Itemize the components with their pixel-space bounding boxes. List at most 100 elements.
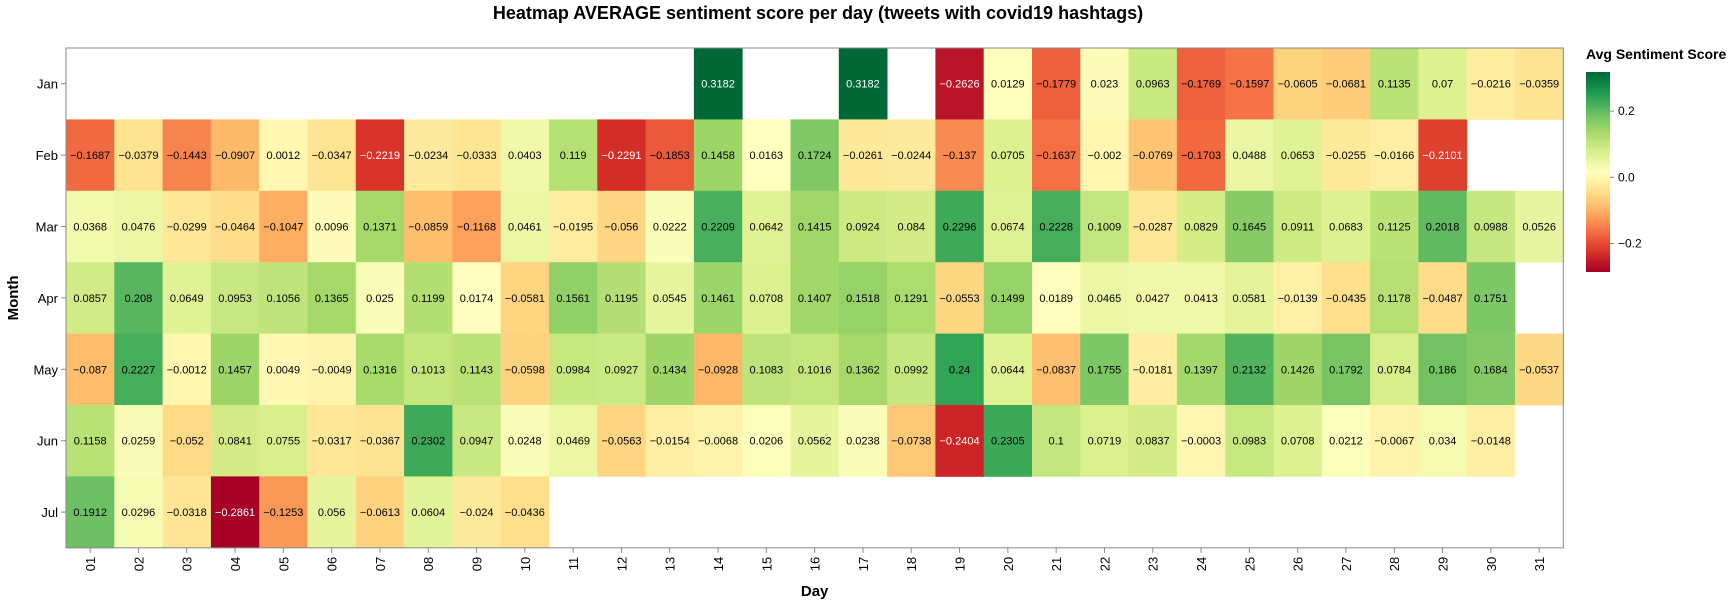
heatmap-cell <box>887 262 936 334</box>
heatmap-cell-label: 0.0857 <box>73 293 107 305</box>
heatmap-cell <box>500 119 550 192</box>
x-tick-label: 28 <box>1387 557 1402 571</box>
heatmap-cell <box>1176 262 1226 334</box>
heatmap-cell-label: −0.0598 <box>505 364 545 376</box>
heatmap-cell <box>259 476 308 549</box>
heatmap-cell-label: −0.0907 <box>215 150 255 162</box>
heatmap-cell-label: −0.024 <box>460 507 494 519</box>
heatmap-cell-label: 0.0049 <box>267 364 301 376</box>
heatmap-cell <box>983 119 1033 192</box>
heatmap-cell-label: −0.0067 <box>1374 436 1414 448</box>
heatmap-cell-label: −0.0317 <box>312 436 352 448</box>
heatmap-cell <box>983 405 1033 477</box>
x-tick-label: 30 <box>1484 557 1499 571</box>
x-tick-label: 19 <box>953 557 968 571</box>
heatmap-cell-label: −0.0487 <box>1423 293 1463 305</box>
heatmap-cell <box>1080 333 1129 406</box>
heatmap-cell-label: 0.1316 <box>363 364 397 376</box>
heatmap-cell <box>1418 405 1468 477</box>
heatmap-cell-label: 0.0562 <box>798 436 832 448</box>
x-tick-label: 14 <box>711 557 726 571</box>
heatmap-cell-label: 0.0461 <box>508 222 542 234</box>
heatmap-cell-label: 0.0189 <box>1039 293 1073 305</box>
heatmap-cell-label: −0.0244 <box>891 150 931 162</box>
heatmap-cell-label: −0.052 <box>170 436 204 448</box>
heatmap-cell-label: 0.1684 <box>1474 364 1508 376</box>
heatmap-cell <box>1418 119 1468 192</box>
heatmap-cell <box>500 262 550 334</box>
heatmap-cell-label: −0.0068 <box>698 436 738 448</box>
legend-tick-label: 0.2 <box>1618 104 1635 118</box>
heatmap-cell <box>1176 48 1226 120</box>
heatmap-cell <box>500 333 550 406</box>
heatmap-cell <box>1128 48 1178 120</box>
heatmap-cell <box>114 333 163 406</box>
heatmap-cell <box>1225 48 1274 120</box>
heatmap-cell-label: 0.1158 <box>74 436 107 448</box>
heatmap-cell <box>983 48 1033 120</box>
heatmap-cell <box>838 405 888 477</box>
heatmap-cell-label: 0.2305 <box>991 436 1025 448</box>
heatmap-cell-label: 0.1397 <box>1184 364 1218 376</box>
heatmap-cell <box>838 48 888 120</box>
heatmap-cell <box>66 333 115 406</box>
heatmap-cell <box>404 333 453 406</box>
heatmap-cell <box>838 262 888 334</box>
heatmap-cell <box>114 190 163 263</box>
legend-color-bar <box>1586 72 1610 272</box>
heatmap-cell-label: −0.0464 <box>215 222 255 234</box>
heatmap-cell <box>887 119 936 192</box>
heatmap-cell <box>1466 48 1516 120</box>
heatmap-cell <box>1466 333 1516 406</box>
heatmap-cell-label: 0.0924 <box>846 222 880 234</box>
heatmap-cell <box>549 119 598 192</box>
heatmap-cell <box>597 333 646 406</box>
heatmap-cell-label: 0.07 <box>1432 79 1453 91</box>
heatmap-cell-label: 0.1371 <box>363 222 397 234</box>
heatmap-cell <box>1515 190 1564 263</box>
heatmap-cell <box>1032 190 1081 263</box>
heatmap-cell <box>1128 119 1178 192</box>
heatmap-cell-label: 0.0174 <box>460 293 494 305</box>
heatmap-cell-label: 0.0953 <box>218 293 252 305</box>
heatmap-cell <box>549 262 598 334</box>
x-tick-label: 27 <box>1339 557 1354 571</box>
x-tick-label: 10 <box>518 557 533 571</box>
y-axis-label: Month <box>5 275 22 320</box>
heatmap-cell <box>935 119 985 192</box>
heatmap-cell <box>1080 119 1129 192</box>
heatmap-cell-label: −0.0255 <box>1326 150 1366 162</box>
heatmap-cell-label: 0.0259 <box>122 436 156 448</box>
heatmap-cell <box>1273 48 1323 120</box>
heatmap-cell-label: 0.0476 <box>122 222 156 234</box>
heatmap-cell-label: −0.1769 <box>1181 79 1221 91</box>
heatmap-cell <box>1128 405 1178 477</box>
heatmap-cell <box>1080 48 1129 120</box>
heatmap-cell-label: −0.0563 <box>601 436 641 448</box>
heatmap-cell-label: −0.0581 <box>505 293 545 305</box>
heatmap-cell-label: 0.1434 <box>653 364 687 376</box>
heatmap-cell <box>355 405 405 477</box>
heatmap-cell-label: 0.2302 <box>411 436 445 448</box>
heatmap-cell-label: 0.0222 <box>653 222 687 234</box>
heatmap-cell <box>597 119 646 192</box>
heatmap-cell <box>1321 333 1371 406</box>
x-tick-label: 26 <box>1291 557 1306 571</box>
heatmap-cell-label: −0.1779 <box>1036 79 1076 91</box>
heatmap-cell <box>645 119 695 192</box>
heatmap-cell-label: 0.0719 <box>1088 436 1122 448</box>
heatmap-cell <box>935 190 985 263</box>
heatmap-cell-label: 0.1195 <box>605 293 638 305</box>
heatmap-cell-label: 0.1143 <box>460 364 493 376</box>
heatmap-cell <box>790 333 840 406</box>
heatmap-cell <box>404 262 453 334</box>
heatmap-cell-label: −0.0003 <box>1181 436 1221 448</box>
heatmap-cell-label: 0.1178 <box>1378 293 1411 305</box>
plot-area: 0.3182 0.3182 −0.2626 0.0129 −0.1779 0.023 0.0… <box>65 47 1564 549</box>
heatmap-cell <box>210 262 260 334</box>
x-tick-label: 17 <box>856 557 871 571</box>
heatmap-cell <box>1080 405 1129 477</box>
heatmap-cell <box>452 333 502 406</box>
x-tick-label: 16 <box>808 557 823 571</box>
heatmap-cell <box>307 119 357 192</box>
